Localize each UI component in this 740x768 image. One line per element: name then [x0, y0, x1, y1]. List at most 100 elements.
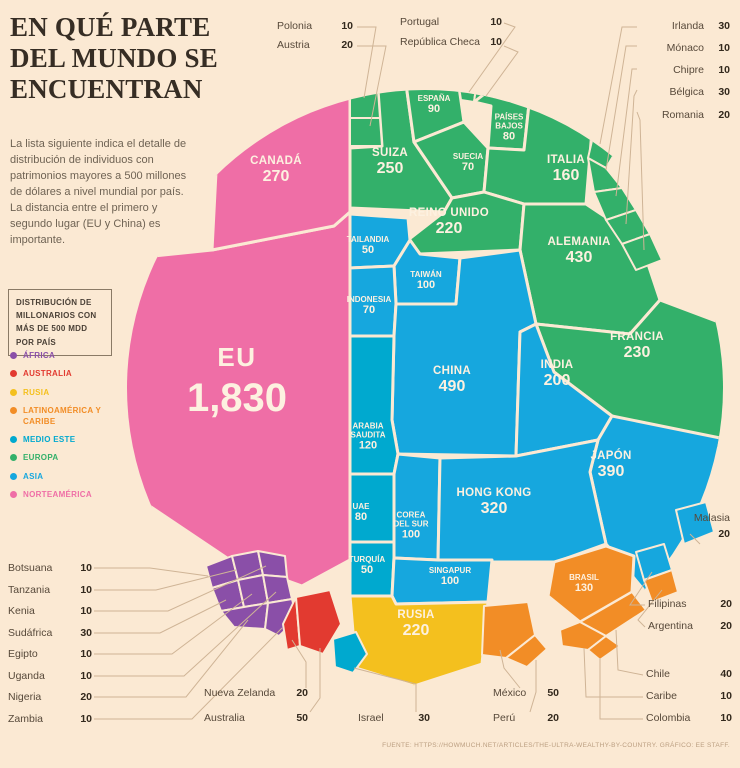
legend-title: DISTRIBUCIÓN DE MILLONARIOS CON MÁS DE 5… — [16, 298, 97, 347]
legend-swatch-austral — [10, 370, 17, 378]
line-portugal — [468, 22, 516, 93]
callout-portugal-name: Portugal — [400, 16, 440, 28]
callout-egipto-value: 10 — [80, 648, 92, 661]
cell-corea-del-sur — [392, 452, 442, 562]
callouts-right-lower: Filipinas 20 Argentina 20 — [648, 598, 732, 642]
cell-romania — [621, 233, 663, 271]
callout-israel: Israel 30 — [358, 712, 430, 733]
cell-arabia-saudita — [348, 334, 400, 476]
callout-zambia: Zambia 10 — [8, 713, 92, 726]
callout-romania-name: Romania — [661, 108, 704, 121]
callout-republica-checa-value: 10 — [490, 36, 502, 49]
callout-filipinas: Filipinas 20 — [648, 598, 732, 611]
callout-australia-value: 50 — [296, 712, 308, 725]
callout-portugal: Portugal 10 — [400, 16, 502, 29]
callout-filipinas-name: Filipinas — [648, 598, 687, 610]
line-colombia — [599, 658, 643, 720]
callout-colombia: Colombia 10 — [646, 712, 732, 725]
callouts-oceania: Nueva Zelanda 20 Australia 50 — [204, 687, 308, 737]
line-austria — [357, 45, 387, 127]
cell-israel — [332, 631, 368, 674]
callout-israel-value: 30 — [418, 712, 430, 724]
callout-kenia-value: 10 — [80, 605, 92, 618]
line-nueva-zelanda — [291, 639, 307, 688]
callout-austria-name: Austria — [277, 39, 310, 52]
callout-polonia-value: 10 — [341, 20, 353, 32]
legend-label-europa: EUROPA — [23, 453, 59, 463]
legend-item-asia: ASIA — [10, 472, 110, 482]
callouts-right-bottom: Chile 40 Caribe 10 Colombia 10 — [646, 668, 732, 734]
cell-singapur — [390, 556, 494, 606]
callout-argentina-name: Argentina — [648, 620, 693, 633]
callout-nigeria-name: Nigeria — [8, 691, 42, 704]
callout-monaco-value: 10 — [718, 42, 730, 55]
callout-botsuana-value: 10 — [80, 562, 92, 574]
callout-republica-checa: República Checa 10 — [400, 36, 502, 49]
callouts-top-center: Portugal 10 República Checa 10 — [400, 16, 502, 56]
legend-swatch-norteamerica — [10, 491, 17, 499]
callout-israel-row: Israel 30 — [358, 712, 430, 725]
callout-republica-checa-name: República Checa — [400, 36, 480, 49]
line-filipinas — [629, 571, 653, 606]
legend-label-medio-este: MEDIO ESTE — [23, 434, 76, 444]
callout-chile-name: Chile — [646, 668, 670, 680]
callout-austria: Austria 20 — [277, 39, 353, 52]
cell-austria — [349, 117, 383, 147]
callout-lines — [94, 22, 701, 720]
callout-malasia: Malasia 20 — [664, 512, 730, 540]
callout-filipinas-value: 20 — [720, 598, 732, 610]
callout-tanzania: Tanzania 10 — [8, 584, 92, 597]
legend-label-australia: AUSTRALIA — [23, 369, 72, 379]
cell-malasia — [675, 501, 715, 545]
callout-argentina-value: 20 — [720, 620, 732, 633]
callout-argentina: Argentina 20 — [648, 620, 732, 633]
line-uganda — [94, 591, 277, 677]
legend-item-africa: ÁFRICA — [10, 351, 110, 361]
legend-item-latam: LATINOAMÉRICA Y CARIBE — [10, 406, 110, 427]
cell-peru — [505, 634, 548, 668]
callout-zambia-name: Zambia — [8, 712, 44, 725]
callout-chile-value: 40 — [720, 668, 732, 680]
callout-irlanda-name: Irlanda — [671, 20, 704, 32]
line-belgica — [625, 89, 638, 225]
legend: ÁFRICA AUSTRALIA RUSIA LATINOAMÉRICA Y C… — [10, 351, 110, 509]
line-egipto — [94, 593, 253, 655]
legend-item-australia: AUSTRALIA — [10, 369, 110, 379]
cell-colombia — [587, 635, 621, 661]
callout-tanzania-name: Tanzania — [8, 583, 51, 596]
callout-botsuana: Botsuana 10 — [8, 562, 92, 575]
callout-egipto-name: Egipto — [8, 648, 38, 661]
callout-peru: Perú 20 — [493, 712, 559, 725]
callouts-top-right: Irlanda 30 Mónaco 10 Chipre 10 Bélgica 30 Ro… — [640, 20, 730, 131]
callout-egipto: Egipto 10 — [8, 648, 92, 661]
callouts-mexico-peru: México 50 Perú 20 — [493, 687, 559, 737]
cell-uae — [348, 472, 396, 544]
legend-title-box: DISTRIBUCIÓN DE MILLONARIOS CON MÁS DE 5… — [8, 289, 112, 356]
callout-malasia-name: Malasia — [693, 512, 730, 524]
line-romania — [636, 111, 645, 251]
line-malasia — [689, 533, 701, 545]
callouts-top-left: Polonia 10 Austria 20 — [277, 20, 353, 58]
callout-nigeria-value: 20 — [80, 691, 92, 704]
legend-label-latam: LATINOAMÉRICA Y CARIBE — [23, 406, 101, 426]
cell-argentina — [643, 569, 679, 603]
callout-colombia-value: 10 — [720, 712, 732, 725]
callout-polonia: Polonia 10 — [277, 20, 353, 33]
cell-kenia — [257, 550, 288, 578]
line-tanzania — [94, 569, 237, 591]
cell-turquia — [348, 540, 396, 598]
callout-nigeria: Nigeria 20 — [8, 691, 92, 704]
callout-romania: Romania 20 — [640, 109, 730, 122]
legend-label-norteamerica: NORTEAMÉRICA — [23, 490, 92, 500]
legend-item-europa: EUROPA — [10, 453, 110, 463]
legend-swatch-rusia — [10, 388, 17, 396]
legend-label-rusia: RUSIA — [23, 387, 50, 397]
title-line-3: ENCUENTRAN — [10, 74, 203, 105]
line-polonia — [357, 26, 377, 99]
callout-chipre-value: 10 — [718, 64, 730, 77]
page-title: EN QUÉ PARTE DEL MUNDO SE ENCUENTRAN — [10, 12, 218, 105]
callout-zambia-value: 10 — [80, 712, 92, 725]
callout-sudafrica-name: Sudáfrica — [8, 626, 53, 639]
callout-kenia: Kenia 10 — [8, 605, 92, 618]
